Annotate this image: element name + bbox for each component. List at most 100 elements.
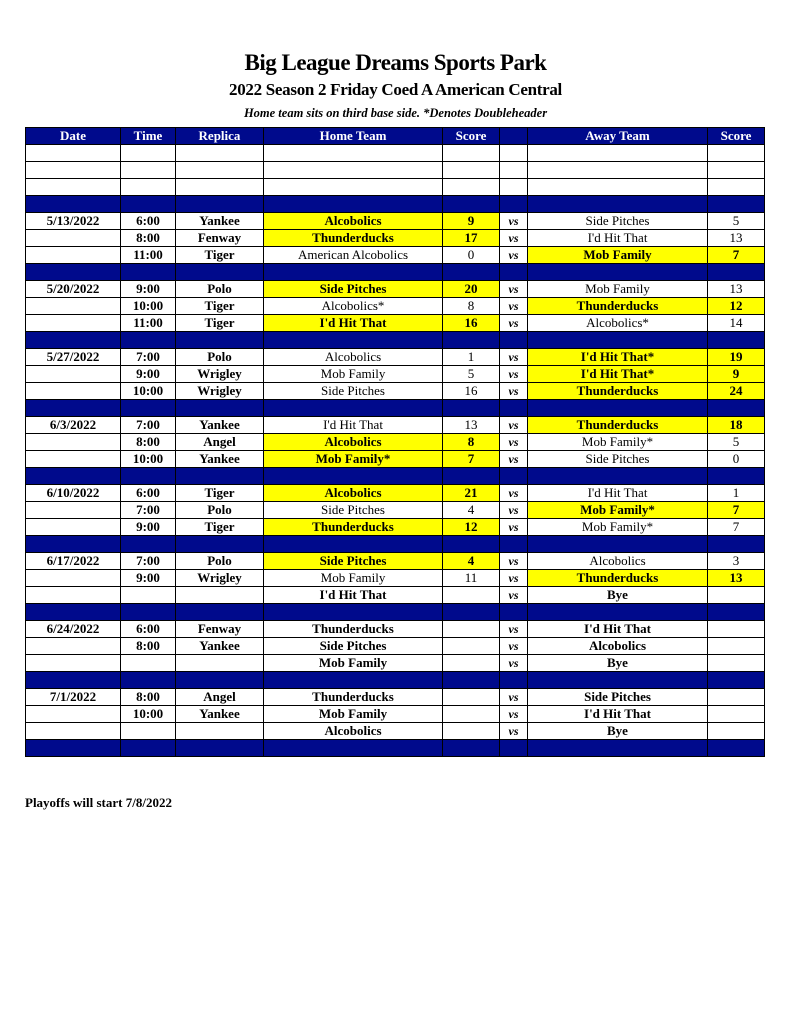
home-score-cell bbox=[442, 688, 500, 706]
game-row: 7:00 Polo Side Pitches 4 vs Mob Family* 7 bbox=[25, 501, 765, 519]
game-row: 8:00 Fenway Thunderducks 17 vs I'd Hit That 13 bbox=[25, 229, 765, 247]
home-team-cell: American Alcobolics bbox=[263, 246, 443, 264]
vs-cell: vs bbox=[499, 620, 528, 638]
away-team-cell: Alcobolics bbox=[527, 552, 708, 570]
time-cell: 10:00 bbox=[120, 382, 176, 400]
away-score-cell: 0 bbox=[707, 450, 765, 468]
time-cell bbox=[120, 586, 176, 604]
separator-cell bbox=[263, 399, 443, 417]
vs-cell: vs bbox=[499, 484, 528, 502]
away-team-cell bbox=[527, 161, 708, 179]
away-team-cell: Side Pitches bbox=[527, 688, 708, 706]
game-row: 8:00 Yankee Side Pitches vs Alcobolics bbox=[25, 637, 765, 655]
date-cell bbox=[25, 297, 121, 315]
separator-cell bbox=[442, 331, 500, 349]
home-score-cell: 7 bbox=[442, 450, 500, 468]
separator-cell bbox=[25, 671, 121, 689]
table-header-row: Date Time Replica Home Team Score Away T… bbox=[25, 127, 765, 145]
home-score-cell: 9 bbox=[442, 212, 500, 230]
separator-cell bbox=[120, 331, 176, 349]
away-score-cell: 3 bbox=[707, 552, 765, 570]
date-cell: 7/1/2022 bbox=[25, 688, 121, 706]
date-cell bbox=[25, 229, 121, 247]
home-score-cell: 1 bbox=[442, 348, 500, 366]
vs-cell: vs bbox=[499, 569, 528, 587]
home-team-cell bbox=[263, 144, 443, 162]
game-row: 6/3/2022 7:00 Yankee I'd Hit That 13 vs Thunde… bbox=[25, 416, 765, 434]
home-score-cell: 13 bbox=[442, 416, 500, 434]
home-team-cell: Alcobolics bbox=[263, 348, 443, 366]
away-score-cell: 18 bbox=[707, 416, 765, 434]
vs-cell bbox=[499, 161, 528, 179]
replica-cell bbox=[175, 144, 264, 162]
away-score-cell bbox=[707, 178, 765, 196]
home-team-cell: I'd Hit That bbox=[263, 586, 443, 604]
game-row: 9:00 Wrigley Mob Family 5 vs I'd Hit That* 9 bbox=[25, 365, 765, 383]
game-row: 9:00 Wrigley Mob Family 11 vs Thunderducks 13 bbox=[25, 569, 765, 587]
replica-cell bbox=[175, 722, 264, 740]
time-cell: 10:00 bbox=[120, 450, 176, 468]
replica-cell: Fenway bbox=[175, 229, 264, 247]
time-cell: 10:00 bbox=[120, 705, 176, 723]
away-team-cell: Bye bbox=[527, 586, 708, 604]
time-cell: 11:00 bbox=[120, 246, 176, 264]
vs-cell: vs bbox=[499, 518, 528, 536]
separator-cell bbox=[442, 467, 500, 485]
home-score-cell: 16 bbox=[442, 382, 500, 400]
replica-cell: Wrigley bbox=[175, 365, 264, 383]
separator-cell bbox=[25, 399, 121, 417]
home-team-cell: Alcobolics bbox=[263, 484, 443, 502]
home-team-cell: Thunderducks bbox=[263, 620, 443, 638]
home-team-cell: Thunderducks bbox=[263, 688, 443, 706]
vs-cell: vs bbox=[499, 280, 528, 298]
away-team-cell: Side Pitches bbox=[527, 450, 708, 468]
separator-cell bbox=[263, 739, 443, 757]
replica-cell: Fenway bbox=[175, 620, 264, 638]
separator-cell bbox=[499, 739, 528, 757]
away-team-cell: Mob Family* bbox=[527, 501, 708, 519]
date-cell bbox=[25, 433, 121, 451]
vs-cell: vs bbox=[499, 246, 528, 264]
vs-cell bbox=[499, 178, 528, 196]
away-score-cell bbox=[707, 637, 765, 655]
game-row: 6/10/2022 6:00 Tiger Alcobolics 21 vs I'd Hit … bbox=[25, 484, 765, 502]
away-team-cell: I'd Hit That* bbox=[527, 348, 708, 366]
date-cell: 5/27/2022 bbox=[25, 348, 121, 366]
page-note: Home team sits on third base side. *Deno… bbox=[243, 106, 548, 120]
week-separator bbox=[25, 263, 765, 281]
time-cell bbox=[120, 722, 176, 740]
date-cell: 5/13/2022 bbox=[25, 212, 121, 230]
home-team-cell: Mob Family* bbox=[263, 450, 443, 468]
date-cell bbox=[25, 501, 121, 519]
game-row: 7/1/2022 8:00 Angel Thunderducks vs Side Pitc… bbox=[25, 688, 765, 706]
week-separator bbox=[25, 535, 765, 553]
home-team-cell: Thunderducks bbox=[263, 518, 443, 536]
replica-cell: Tiger bbox=[175, 484, 264, 502]
date-cell: 6/3/2022 bbox=[25, 416, 121, 434]
date-cell bbox=[25, 637, 121, 655]
separator-cell bbox=[25, 603, 121, 621]
separator-cell bbox=[527, 535, 708, 553]
away-team-cell: Bye bbox=[527, 654, 708, 672]
separator-cell bbox=[527, 263, 708, 281]
home-team-cell: Side Pitches bbox=[263, 501, 443, 519]
home-score-cell: 8 bbox=[442, 433, 500, 451]
date-cell bbox=[25, 722, 121, 740]
game-row: 5/20/2022 9:00 Polo Side Pitches 20 vs Mob Fam… bbox=[25, 280, 765, 298]
home-team-cell: Side Pitches bbox=[263, 552, 443, 570]
date-cell bbox=[25, 144, 121, 162]
home-score-cell: 4 bbox=[442, 552, 500, 570]
separator-cell bbox=[707, 467, 765, 485]
time-cell: 6:00 bbox=[120, 484, 176, 502]
vs-cell: vs bbox=[499, 722, 528, 740]
separator-cell bbox=[707, 399, 765, 417]
away-score-cell: 7 bbox=[707, 246, 765, 264]
replica-cell: Polo bbox=[175, 348, 264, 366]
separator-cell bbox=[499, 467, 528, 485]
replica-cell: Yankee bbox=[175, 637, 264, 655]
replica-cell: Tiger bbox=[175, 314, 264, 332]
away-score-cell bbox=[707, 688, 765, 706]
replica-cell: Polo bbox=[175, 280, 264, 298]
home-team-cell: Mob Family bbox=[263, 365, 443, 383]
home-team-cell bbox=[263, 161, 443, 179]
